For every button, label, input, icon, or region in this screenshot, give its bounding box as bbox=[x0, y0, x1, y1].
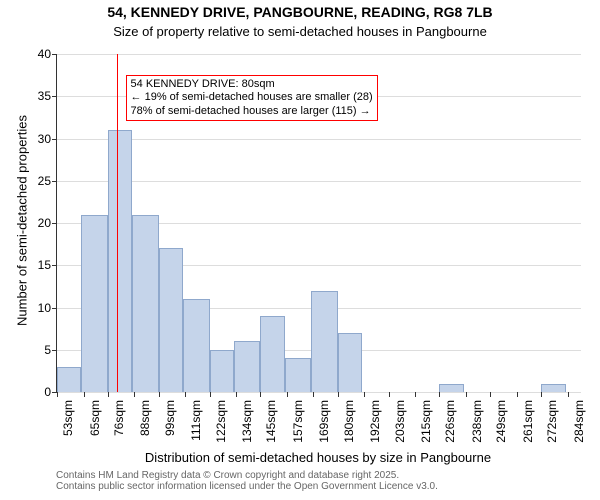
chart-subtitle: Size of property relative to semi-detach… bbox=[0, 24, 600, 39]
xtick-mark bbox=[568, 392, 569, 397]
histogram-bar bbox=[338, 333, 362, 392]
xtick-label: 203sqm bbox=[393, 400, 407, 443]
xtick-label: 261sqm bbox=[521, 400, 535, 443]
callout-line3: 78% of semi-detached houses are larger (… bbox=[131, 105, 373, 118]
ytick-mark bbox=[52, 265, 57, 266]
histogram-bar bbox=[541, 384, 565, 392]
attribution-line1: Contains HM Land Registry data © Crown c… bbox=[56, 470, 438, 481]
xtick-label: 215sqm bbox=[419, 400, 433, 443]
xtick-label: 134sqm bbox=[240, 400, 254, 443]
xtick-mark bbox=[185, 392, 186, 397]
xtick-label: 76sqm bbox=[112, 400, 126, 436]
xtick-mark bbox=[84, 392, 85, 397]
xtick-mark bbox=[517, 392, 518, 397]
chart-container: 54, KENNEDY DRIVE, PANGBOURNE, READING, … bbox=[0, 0, 600, 500]
xtick-label: 111sqm bbox=[189, 400, 203, 441]
histogram-bar bbox=[311, 291, 338, 392]
histogram-bar bbox=[57, 367, 81, 392]
xtick-label: 284sqm bbox=[572, 400, 586, 443]
callout-box: 54 KENNEDY DRIVE: 80sqm← 19% of semi-det… bbox=[126, 75, 378, 121]
xtick-mark bbox=[313, 392, 314, 397]
x-axis-label: Distribution of semi-detached houses by … bbox=[56, 450, 580, 465]
gridline bbox=[57, 181, 581, 182]
xtick-label: 65sqm bbox=[88, 400, 102, 436]
attribution-line2: Contains public sector information licen… bbox=[56, 481, 438, 492]
histogram-bar bbox=[132, 215, 159, 392]
ytick-mark bbox=[52, 223, 57, 224]
histogram-bar bbox=[439, 384, 463, 392]
xtick-mark bbox=[389, 392, 390, 397]
gridline bbox=[57, 392, 581, 393]
reference-line bbox=[117, 54, 118, 392]
xtick-mark bbox=[541, 392, 542, 397]
xtick-label: 180sqm bbox=[342, 400, 356, 443]
chart-title: 54, KENNEDY DRIVE, PANGBOURNE, READING, … bbox=[0, 4, 600, 20]
y-axis-label: Number of semi-detached properties bbox=[15, 52, 30, 390]
xtick-label: 122sqm bbox=[214, 400, 228, 443]
xtick-label: 53sqm bbox=[61, 400, 75, 436]
xtick-mark bbox=[260, 392, 261, 397]
ytick-mark bbox=[52, 139, 57, 140]
ytick-mark bbox=[52, 96, 57, 97]
histogram-bar bbox=[210, 350, 234, 392]
xtick-mark bbox=[364, 392, 365, 397]
ytick-mark bbox=[52, 350, 57, 351]
xtick-label: 226sqm bbox=[443, 400, 457, 443]
xtick-mark bbox=[439, 392, 440, 397]
xtick-mark bbox=[134, 392, 135, 397]
histogram-bar bbox=[159, 248, 183, 392]
xtick-label: 145sqm bbox=[264, 400, 278, 443]
histogram-bar bbox=[81, 215, 108, 392]
xtick-label: 272sqm bbox=[545, 400, 559, 443]
xtick-mark bbox=[210, 392, 211, 397]
callout-line1: 54 KENNEDY DRIVE: 80sqm bbox=[131, 78, 373, 91]
ytick-mark bbox=[52, 54, 57, 55]
xtick-label: 249sqm bbox=[494, 400, 508, 443]
xtick-mark bbox=[490, 392, 491, 397]
gridline bbox=[57, 54, 581, 55]
histogram-bar bbox=[108, 130, 132, 392]
xtick-mark bbox=[236, 392, 237, 397]
histogram-bar bbox=[260, 316, 284, 392]
histogram-bar bbox=[183, 299, 210, 392]
xtick-label: 88sqm bbox=[138, 400, 152, 436]
xtick-mark bbox=[108, 392, 109, 397]
callout-line2: ← 19% of semi-detached houses are smalle… bbox=[131, 91, 373, 104]
ytick-mark bbox=[52, 308, 57, 309]
xtick-mark bbox=[287, 392, 288, 397]
attribution-text: Contains HM Land Registry data © Crown c… bbox=[56, 470, 438, 492]
xtick-label: 238sqm bbox=[470, 400, 484, 443]
xtick-mark bbox=[415, 392, 416, 397]
ytick-mark bbox=[52, 181, 57, 182]
xtick-mark bbox=[57, 392, 58, 397]
xtick-label: 169sqm bbox=[317, 400, 331, 443]
plot-area: 051015202530354054 KENNEDY DRIVE: 80sqm←… bbox=[56, 54, 581, 393]
histogram-bar bbox=[285, 358, 312, 392]
xtick-mark bbox=[159, 392, 160, 397]
xtick-label: 99sqm bbox=[163, 400, 177, 436]
xtick-mark bbox=[338, 392, 339, 397]
xtick-label: 157sqm bbox=[291, 400, 305, 443]
xtick-mark bbox=[466, 392, 467, 397]
xtick-label: 192sqm bbox=[368, 400, 382, 443]
histogram-bar bbox=[234, 341, 261, 392]
gridline bbox=[57, 139, 581, 140]
